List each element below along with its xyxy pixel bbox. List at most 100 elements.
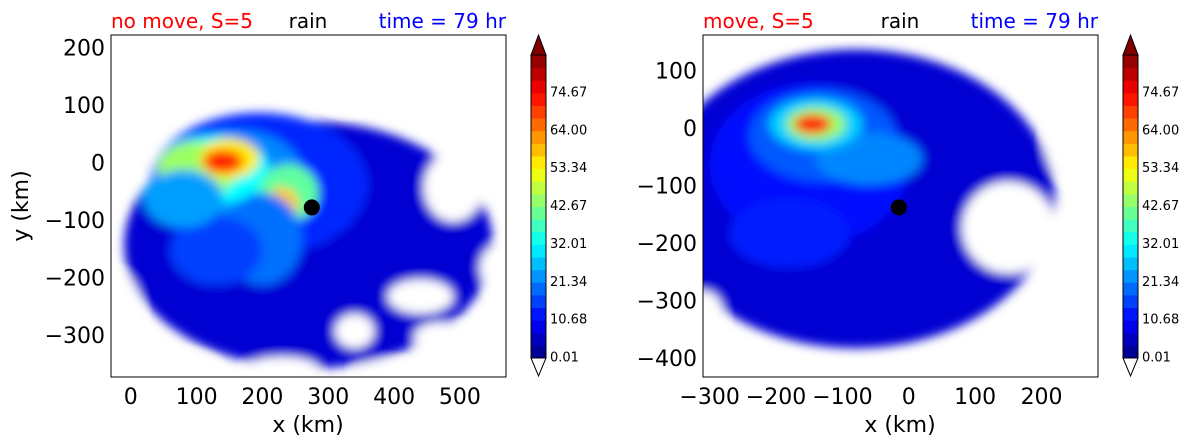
- colorbar-segment: [531, 156, 546, 170]
- colorbar-segment: [531, 206, 546, 220]
- colorbar-segment: [1123, 193, 1138, 207]
- y-tick-label: −300: [45, 324, 105, 349]
- no-rain-region: [245, 356, 319, 377]
- colorbar-tick-label: 42.67: [1142, 199, 1179, 214]
- colorbar-segment: [1123, 105, 1138, 119]
- colorbar-tick-label: 64.00: [1142, 123, 1179, 138]
- colorbar-segment: [1123, 67, 1138, 81]
- x-tick-label: 200: [241, 385, 283, 410]
- colorbar-tick-label: 21.34: [550, 275, 587, 290]
- colorbar: [1122, 33, 1139, 378]
- y-tick-label: 200: [63, 36, 105, 61]
- no-rain-region: [469, 339, 506, 377]
- colorbar-segment: [531, 67, 546, 81]
- title-center: rain: [881, 9, 920, 33]
- colorbar-extend-min: [1122, 357, 1139, 378]
- colorbar-segment: [531, 118, 546, 132]
- x-tick-label: −300: [679, 385, 739, 410]
- no-rain-region: [932, 359, 986, 377]
- colorbar-segment: [1123, 231, 1138, 245]
- rain-contour: [203, 149, 243, 173]
- colorbar-tick-label: 32.01: [550, 237, 587, 252]
- x-tick-label: 500: [439, 385, 481, 410]
- x-tick-label: −200: [746, 385, 806, 410]
- no-rain-region: [479, 244, 506, 291]
- no-rain-region: [975, 44, 1029, 66]
- colorbar-segment: [1123, 307, 1138, 321]
- colorbar-segment: [531, 345, 546, 359]
- rain-field: [703, 35, 1098, 377]
- colorbar-segment: [531, 181, 546, 195]
- colorbar-segment: [1123, 206, 1138, 220]
- x-ticks: −300 −200 −100 0 100 200: [679, 385, 1062, 410]
- y-tick-label: 0: [683, 117, 697, 142]
- title-left: move, S=5: [703, 9, 814, 33]
- colorbar-segment: [1123, 55, 1138, 69]
- title-center: rain: [289, 9, 328, 33]
- y-tick-label: −100: [637, 174, 697, 199]
- colorbar-segment: [531, 219, 546, 233]
- x-tick-label: 100: [954, 385, 996, 410]
- colorbar-segment: [531, 307, 546, 321]
- no-rain-region: [1028, 35, 1098, 58]
- no-rain-region: [124, 69, 177, 99]
- storm-center-marker: [890, 199, 907, 216]
- colorbar-segment: [1123, 345, 1138, 359]
- y-tick-label: −300: [637, 289, 697, 314]
- rain-contour: [815, 132, 923, 185]
- colorbar-segment: [1123, 269, 1138, 283]
- colorbar-segment: [531, 294, 546, 308]
- x-tick-label: 400: [373, 385, 415, 410]
- colorbar-tick-label: 53.34: [1142, 161, 1179, 176]
- x-tick-label: 300: [307, 385, 349, 410]
- colorbar-segment: [1123, 294, 1138, 308]
- colorbar-segment: [531, 257, 546, 271]
- colorbar-tick-label: 10.68: [550, 313, 587, 328]
- colorbar-segment: [1123, 143, 1138, 157]
- no-rain-region: [111, 273, 141, 343]
- no-rain-region: [387, 40, 441, 70]
- y-tick-label: 0: [91, 151, 105, 176]
- no-rain-region: [703, 290, 723, 337]
- rain-contour: [143, 170, 223, 228]
- colorbar-tick-label: 21.34: [1142, 275, 1179, 290]
- colorbar-segment: [531, 80, 546, 94]
- x-tick-label: 0: [902, 385, 916, 410]
- colorbar-segment: [1123, 219, 1138, 233]
- colorbar-tick-label: 64.00: [550, 123, 587, 138]
- colorbar-segment: [1123, 156, 1138, 170]
- colorbar-segment: [1123, 92, 1138, 106]
- no-rain-region: [196, 37, 237, 61]
- colorbar-segment: [1123, 118, 1138, 132]
- no-rain-region: [334, 313, 375, 349]
- no-rain-region: [1058, 78, 1098, 113]
- no-rain-region: [384, 92, 418, 110]
- colorbar-extend-max: [530, 33, 547, 56]
- x-tick-label: 100: [176, 385, 218, 410]
- colorbar-tick-label: 0.01: [550, 351, 579, 366]
- colorbar-segment: [531, 244, 546, 258]
- y-tick-label: −200: [45, 266, 105, 291]
- rain-field: [111, 35, 506, 377]
- y-tick-label: −400: [637, 347, 697, 372]
- plot-area: [111, 35, 506, 377]
- colorbar-segment: [1123, 168, 1138, 182]
- no-rain-region: [1048, 244, 1098, 314]
- colorbar-tick-label: 42.67: [550, 199, 587, 214]
- colorbar-frame: [530, 54, 547, 359]
- colorbar-tick-label: 0.01: [1142, 351, 1171, 366]
- colorbar-segment: [1123, 332, 1138, 346]
- no-rain-region: [961, 181, 1055, 274]
- y-tick-label: −100: [45, 209, 105, 234]
- title-right: time = 79 hr: [971, 9, 1099, 33]
- colorbar-segment: [531, 168, 546, 182]
- colorbar-segment: [531, 332, 546, 346]
- colorbar-segment: [1123, 244, 1138, 258]
- no-rain-region: [453, 83, 493, 130]
- colorbar-segment: [1123, 181, 1138, 195]
- x-axis-label: x (km): [272, 413, 343, 438]
- panel-move: move, S=5 rain time = 79 hr −300 −200 −1…: [637, 9, 1180, 438]
- y-ticks: 100 0 −100 −200 −300 −400: [637, 59, 697, 371]
- colorbar-ticks: 74.67 64.00 53.34 42.67 32.01 21.34 10.6…: [550, 85, 587, 365]
